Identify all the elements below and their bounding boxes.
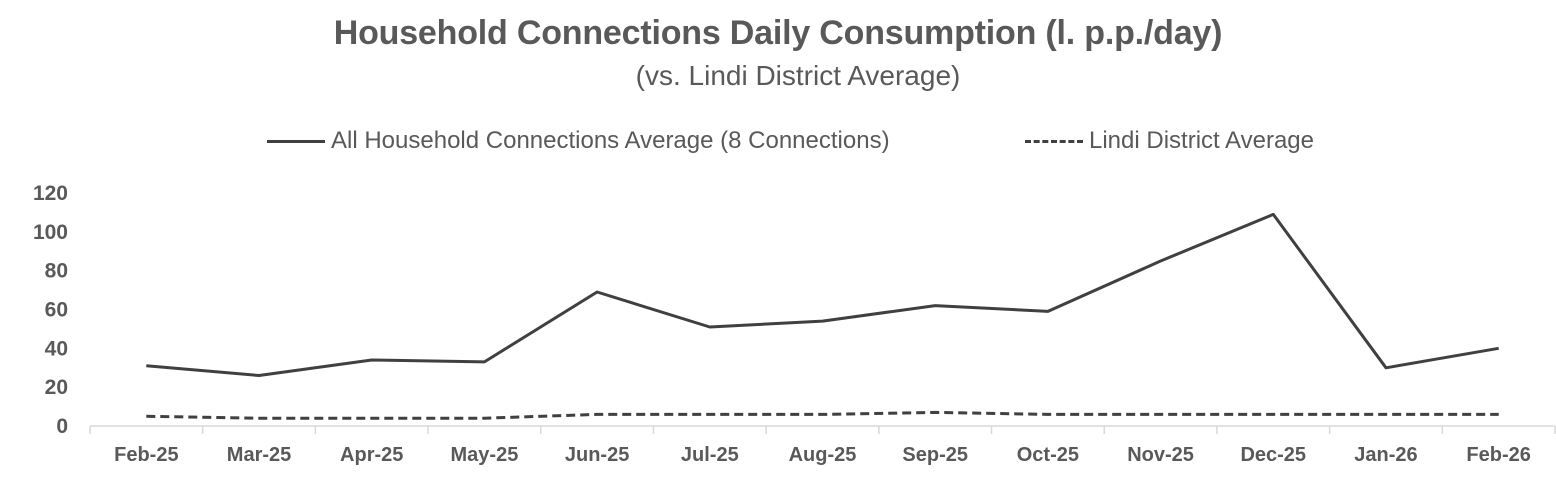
x-tick-label: Apr-25: [340, 444, 403, 466]
x-tick-label: Feb-25: [114, 444, 178, 466]
y-tick-label: 60: [45, 299, 68, 322]
x-tick-label: Sep-25: [902, 444, 968, 466]
y-tick-label: 100: [33, 221, 68, 244]
y-tick-label: 120: [33, 182, 68, 205]
x-tick-label: Feb-26: [1466, 444, 1530, 466]
legend-item-household: All Household Connections Average (8 Con…: [267, 124, 890, 158]
x-tick-label: May-25: [451, 444, 519, 466]
chart-subtitle: (vs. Lindi District Average): [635, 60, 961, 91]
legend-dashed-line-icon: [1025, 139, 1083, 143]
chart-title: Household Connections Daily Consumption …: [333, 14, 1223, 52]
x-tick-label: Aug-25: [789, 444, 857, 466]
legend-solid-line-icon: [267, 139, 325, 143]
x-tick-label: Mar-25: [227, 444, 291, 466]
legend-label-district: Lindi District Average: [1089, 127, 1314, 154]
x-tick-label: Nov-25: [1127, 444, 1194, 466]
y-tick-label: 40: [45, 337, 68, 360]
y-tick-label: 0: [56, 415, 68, 438]
series-line-household: [146, 212, 1499, 377]
legend-item-district: Lindi District Average: [1025, 124, 1314, 158]
y-tick-label: 80: [45, 260, 68, 283]
legend-label-household: All Household Connections Average (8 Con…: [331, 127, 890, 154]
chart-legend: All Household Connections Average (8 Con…: [0, 124, 1556, 158]
x-tick-label: Oct-25: [1017, 444, 1079, 466]
x-tick-label: Jun-25: [565, 444, 629, 466]
y-tick-label: 20: [45, 376, 68, 399]
series-line-district: [146, 410, 1499, 420]
x-tick-label: Jul-25: [681, 444, 739, 466]
x-tick-label: Dec-25: [1240, 444, 1306, 466]
x-tick-label: Jan-26: [1354, 444, 1417, 466]
